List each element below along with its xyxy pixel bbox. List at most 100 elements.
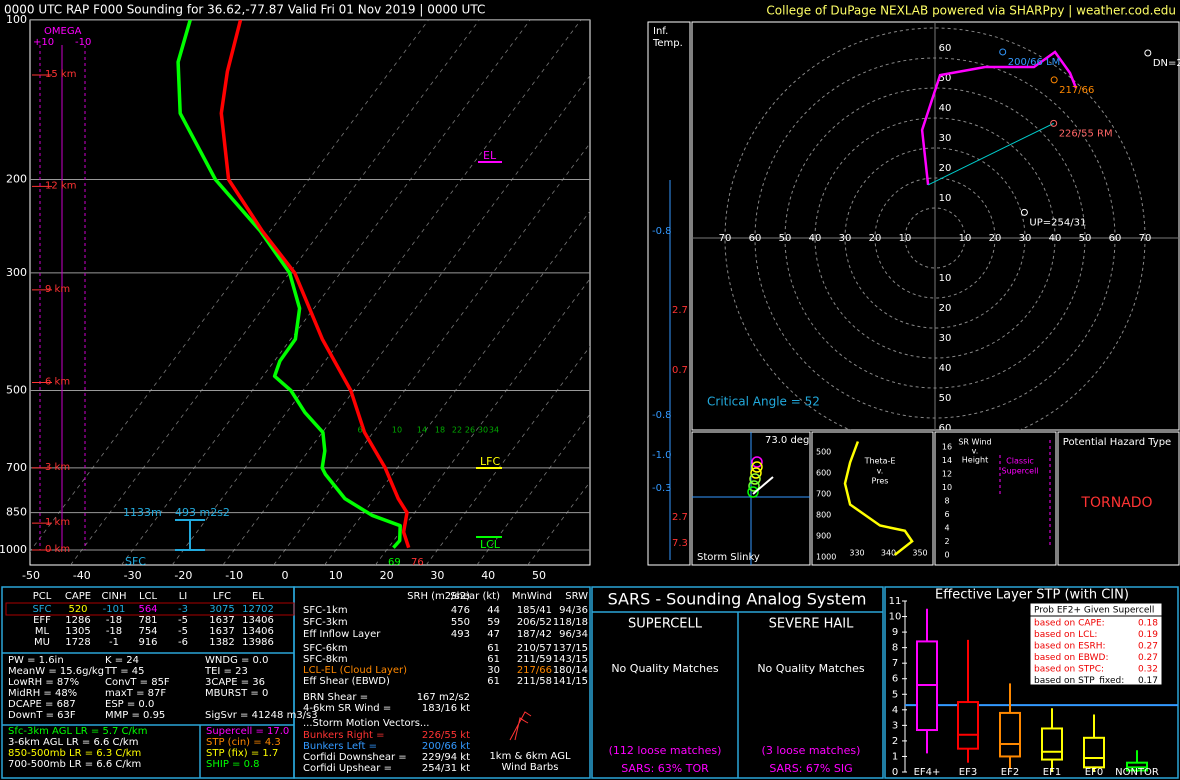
pressure-tick-label: 200 xyxy=(6,173,27,186)
sars-result: SARS: 63% TOR xyxy=(621,762,709,775)
stp-tick-label: 5 xyxy=(892,689,898,700)
pressure-tick-label: 850 xyxy=(6,506,27,519)
parcel-cell: 13406 xyxy=(242,626,274,637)
storm-cell: 200/66 kt xyxy=(422,741,470,752)
thetae-p-tick: 700 xyxy=(816,490,831,499)
critical-angle xyxy=(927,122,1054,186)
thetae-te-tick: 340 xyxy=(881,549,896,558)
kin-header: SRW xyxy=(565,591,588,602)
stp-frame xyxy=(884,586,1179,779)
inftemp-value: -0.8 xyxy=(652,226,672,237)
hodo-ring-label: 60 xyxy=(1109,233,1122,244)
kin-header: Shear (kt) xyxy=(450,591,500,602)
parcel-cell: -18 xyxy=(106,615,122,626)
parcel-cell: SFC xyxy=(32,604,51,615)
barb-caption: 1km & 6km AGL xyxy=(489,751,571,762)
mixing-ratio-label: 14 xyxy=(417,426,427,435)
prob-box xyxy=(1029,602,1163,686)
isotherm xyxy=(121,20,531,565)
prob-title: Prob EF2+ Given Supercell xyxy=(1034,606,1154,616)
index: DCAPE = 687 xyxy=(8,699,76,710)
slinky-angle: 73.0 deg xyxy=(765,435,809,446)
omega-label: +10 xyxy=(33,37,54,48)
stp-tick-label: 0 xyxy=(892,767,898,778)
sfc-td: 69 xyxy=(388,557,401,568)
parcel-cell: MU xyxy=(34,637,50,648)
parcel-cell: -101 xyxy=(103,604,126,615)
hodo-ring-label: 10 xyxy=(959,233,972,244)
sars-loose: (112 loose matches) xyxy=(609,744,722,757)
parcel-cell: 13986 xyxy=(242,637,274,648)
hodo-ring-label: 30 xyxy=(839,233,852,244)
hodo-ring xyxy=(754,57,1116,419)
header-credit: College of DuPage NEXLAB powered via SHA… xyxy=(766,4,1176,18)
stp-box xyxy=(1041,727,1063,761)
storm-cell: 229/94 kt xyxy=(422,752,470,763)
barb-caption: Wind Barbs xyxy=(502,762,559,773)
stp-tick-label: 9 xyxy=(892,627,898,638)
kin-cell: 476 xyxy=(451,605,470,616)
parcel-cell: -5 xyxy=(178,615,188,626)
kin-cell: 96/34 xyxy=(559,629,588,640)
hodo-ring-label: 70 xyxy=(719,233,732,244)
mixing-ratio-label: 34 xyxy=(489,426,499,435)
height-label: 0 km xyxy=(45,544,70,555)
srwind-tick: 4 xyxy=(944,524,949,533)
dewpoint-profile xyxy=(176,20,402,549)
prob-value: 0.27 xyxy=(1138,642,1158,652)
pressure-tick-label: 300 xyxy=(6,266,27,279)
stp-tick-label: 4 xyxy=(892,705,898,716)
kin-cell: 143/15 xyxy=(553,654,588,665)
inftemp-value: 2.7 xyxy=(672,512,688,523)
parcel-cell: -6 xyxy=(178,637,188,648)
hodo-ring-label: 10 xyxy=(939,193,952,204)
index: ConvT = 85F xyxy=(105,677,170,688)
pressure-tick-label: 1000 xyxy=(0,543,27,556)
mixing-ratio-label: 22 xyxy=(452,426,462,435)
kin-cell: 30 xyxy=(487,665,500,676)
hodo-ring-label: 60 xyxy=(939,43,952,54)
skewt-frame xyxy=(29,19,591,566)
inftemp-title: Temp. xyxy=(652,38,683,49)
hodo-trace xyxy=(920,50,1078,186)
storm-motion xyxy=(1144,49,1152,57)
thetae-te-tick: 330 xyxy=(849,549,864,558)
storm-motion xyxy=(1050,76,1058,84)
hodo-ring xyxy=(844,147,1026,329)
hodo-ring-label: 30 xyxy=(1019,233,1032,244)
parcel-cell: 13406 xyxy=(242,615,274,626)
parcel-header: LI xyxy=(179,591,188,602)
kin-cell: 493 xyxy=(451,629,470,640)
sars-result: SARS: 67% SIG xyxy=(769,762,852,775)
srwind-note: Supercell xyxy=(1001,467,1038,476)
kin-cell: 137/15 xyxy=(553,643,588,654)
hodo-ring-label: 40 xyxy=(809,233,822,244)
srwind-title: Height xyxy=(962,456,988,465)
slinky-ring xyxy=(751,456,763,468)
skewt-plot xyxy=(30,20,590,565)
stp-box xyxy=(957,701,979,750)
kin-cell: BRN Shear = xyxy=(303,692,368,703)
isotherm xyxy=(70,20,480,565)
prob-value: 0.17 xyxy=(1138,676,1158,686)
parcel-cell: 1286 xyxy=(65,615,90,626)
temp-tick-label: 30 xyxy=(430,569,444,582)
el-label: EL xyxy=(483,149,497,162)
thetae-p-tick: 1000 xyxy=(816,553,836,562)
index: K = 24 xyxy=(105,655,139,666)
srwind-frame xyxy=(934,431,1057,566)
inftemp-value: 2.7 xyxy=(672,305,688,316)
hodo-ring-label: 50 xyxy=(779,233,792,244)
temp-tick-label: -50 xyxy=(22,569,40,582)
lfc-label: LFC xyxy=(480,455,500,468)
parcel-header: PCL xyxy=(33,591,52,602)
inftemp-value: 7.3 xyxy=(672,538,688,549)
storm-cell: Corfidi Upshear = xyxy=(303,763,392,774)
sars-loose: (3 loose matches) xyxy=(762,744,861,757)
thetae-p-tick: 500 xyxy=(816,448,831,457)
slinky-vector xyxy=(752,476,774,495)
hodo-ring-label: 40 xyxy=(1049,233,1062,244)
lapse-rate: Sfc-3km AGL LR = 5.7 C/km xyxy=(8,726,147,737)
temp-tick-label: -30 xyxy=(124,569,142,582)
